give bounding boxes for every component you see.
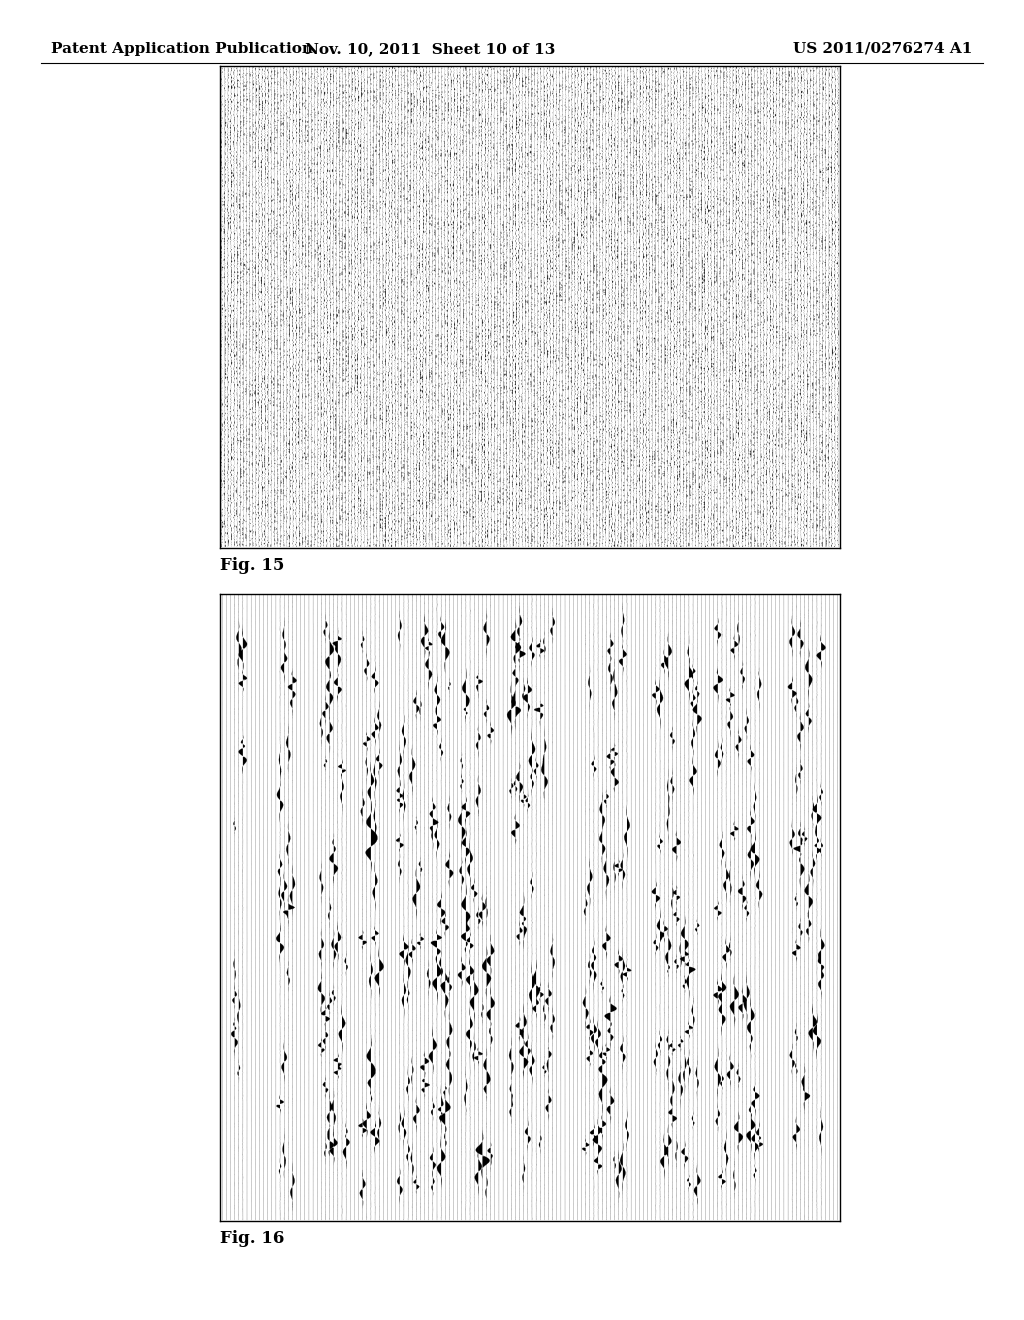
Text: Nov. 10, 2011  Sheet 10 of 13: Nov. 10, 2011 Sheet 10 of 13 <box>305 42 555 55</box>
Text: Fig. 16: Fig. 16 <box>220 1230 285 1247</box>
Text: US 2011/0276274 A1: US 2011/0276274 A1 <box>794 42 973 55</box>
Text: Patent Application Publication: Patent Application Publication <box>51 42 313 55</box>
Text: Fig. 15: Fig. 15 <box>220 557 285 574</box>
